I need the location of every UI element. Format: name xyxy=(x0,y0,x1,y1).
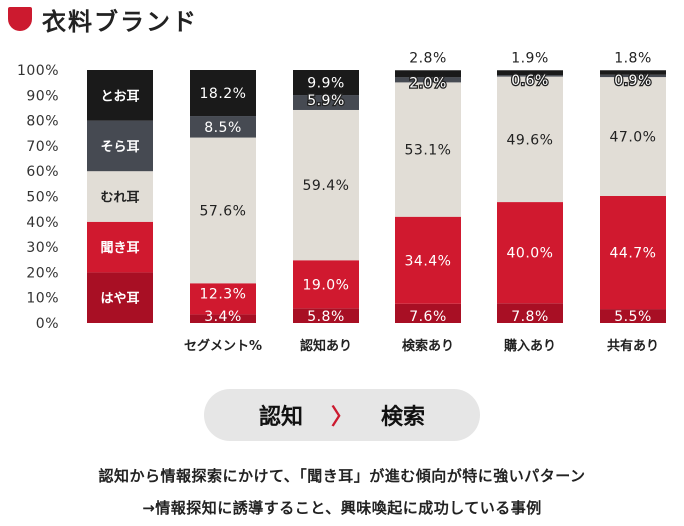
bar-segment xyxy=(190,283,256,315)
data-label: 2.8% xyxy=(409,50,447,66)
caption-line-2: →情報探知に誘導すること、興味喚起に成功している事例 xyxy=(142,499,542,517)
data-label: 18.2% xyxy=(200,86,247,102)
y-tick-label: 50% xyxy=(26,190,59,206)
data-label: 57.6% xyxy=(200,203,247,219)
y-tick-label: 100% xyxy=(17,63,59,79)
bar-segment xyxy=(395,70,461,78)
data-label: 40.0% xyxy=(507,246,554,262)
data-label: 5.8% xyxy=(307,309,345,325)
bar-segment xyxy=(190,116,256,138)
bar-segment xyxy=(497,75,563,77)
data-label: 2.0% xyxy=(409,75,447,91)
data-label: 3.4% xyxy=(204,309,242,325)
x-tick-label: セグメント% xyxy=(184,338,262,354)
data-label: 8.5% xyxy=(204,120,242,136)
bar-segment xyxy=(87,221,153,273)
x-tick-label: 検索あり xyxy=(402,338,454,354)
y-tick-label: 90% xyxy=(26,88,59,104)
bar-segment xyxy=(600,195,666,310)
bar-segment xyxy=(293,308,359,323)
data-label: 12.3% xyxy=(200,286,247,302)
data-label: 0.6% xyxy=(511,73,549,89)
stacked-bar-chart: 100% 90% 80% 70% 60% 50% 40% 30% 20% 10% 0% セグメント% 認… xyxy=(17,50,666,354)
y-tick-label: 60% xyxy=(26,164,59,180)
chart-title: 衣料ブランド xyxy=(8,4,198,36)
data-label: 47.0% xyxy=(610,130,657,146)
data-label: 59.4% xyxy=(303,178,350,194)
bar-segment xyxy=(395,77,461,83)
bar-segment xyxy=(190,70,256,117)
chevron-right-icon: 〉 xyxy=(330,405,353,430)
bar-segment xyxy=(293,95,359,110)
bar-segment xyxy=(87,171,153,222)
y-tick-label: 70% xyxy=(26,139,59,155)
y-tick-label: 0% xyxy=(36,316,59,332)
segment-name-label: 聞き耳 xyxy=(100,241,139,256)
bar-segment xyxy=(600,77,666,196)
title-marker-icon xyxy=(8,7,32,31)
data-label: 1.8% xyxy=(614,50,652,66)
data-label: 1.9% xyxy=(511,50,549,66)
x-tick-label: 認知あり xyxy=(300,338,352,354)
bar-segment xyxy=(395,216,461,304)
data-label: 7.8% xyxy=(511,309,549,325)
data-label: 5.5% xyxy=(614,309,652,325)
x-tick-label: 共有あり xyxy=(607,338,659,354)
bar-segment xyxy=(87,120,153,172)
data-label: 34.4% xyxy=(405,253,452,269)
bar-segment xyxy=(497,70,563,76)
bar-segment xyxy=(293,70,359,96)
data-label: 7.6% xyxy=(409,309,447,325)
bar-segment xyxy=(190,137,256,284)
segment-name-label: とお耳 xyxy=(100,89,139,104)
data-label: 44.7% xyxy=(610,246,657,262)
segment-name-label: そら耳 xyxy=(100,140,139,155)
bar-segment xyxy=(600,309,666,323)
bar-segment xyxy=(497,76,563,203)
y-tick-label: 80% xyxy=(26,114,59,130)
y-tick-label: 10% xyxy=(26,291,59,307)
bar-segment xyxy=(190,314,256,323)
page-title: 衣料ブランド xyxy=(42,7,198,36)
data-label: 5.9% xyxy=(307,93,345,109)
bar-segment xyxy=(293,109,359,261)
data-label: 19.0% xyxy=(303,277,350,293)
segment-name-label: はや耳 xyxy=(100,292,139,307)
data-label: 49.6% xyxy=(507,132,554,148)
bar-segment xyxy=(497,202,563,304)
flow-pill: 認知 〉 検索 xyxy=(204,389,480,441)
bar-segment xyxy=(497,303,563,323)
bar-segment xyxy=(600,70,666,75)
bar-segment xyxy=(600,74,666,78)
bar-segment xyxy=(395,303,461,323)
bar-segment xyxy=(293,260,359,309)
bar-segment xyxy=(87,70,153,121)
flow-from: 認知 xyxy=(258,405,303,430)
caption-line-1: 認知から情報探索にかけて、「聞き耳」が進む傾向が特に強いパターン xyxy=(98,467,586,485)
bar-segment xyxy=(87,272,153,323)
flow-to: 検索 xyxy=(381,405,426,430)
segment-name-label: むれ耳 xyxy=(100,191,139,206)
y-tick-label: 20% xyxy=(26,265,59,281)
y-tick-label: 40% xyxy=(26,215,59,231)
data-label: 53.1% xyxy=(405,143,452,159)
data-label: 9.9% xyxy=(307,76,345,92)
data-label: 0.9% xyxy=(614,73,652,89)
x-tick-label: 購入あり xyxy=(503,338,556,354)
y-tick-label: 30% xyxy=(26,240,59,256)
bar-segment xyxy=(395,82,461,217)
